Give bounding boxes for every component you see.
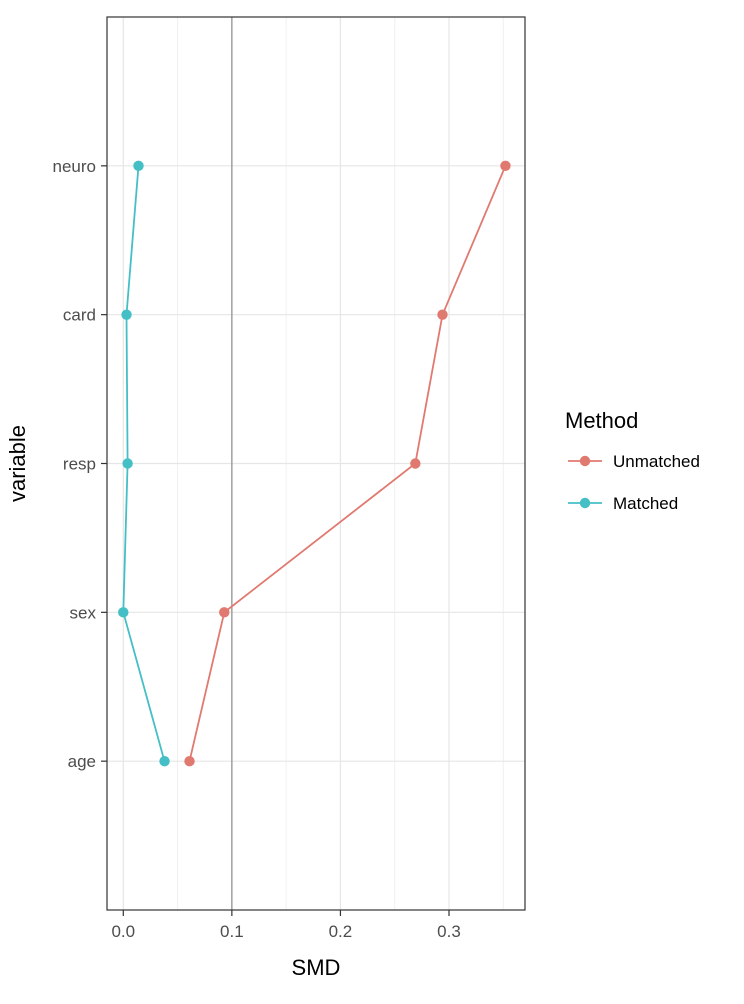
x-tick-label: 0.1 [220,922,244,941]
legend-label-unmatched: Unmatched [613,452,700,471]
legend-title: Method [565,408,638,433]
y-tick-label: resp [63,455,96,474]
data-point-unmatched-age [184,755,195,767]
y-tick-label: age [68,752,96,771]
legend-key-point-unmatched [579,455,591,467]
data-point-unmatched-resp [410,458,421,469]
legend-label-matched: Matched [613,494,678,513]
major-gridlines [107,17,525,910]
x-axis: 0.0 0.1 0.2 0.3 [111,910,461,941]
data-point-matched-age [159,755,170,767]
data-point-unmatched-neuro [500,160,511,172]
y-tick-label: sex [70,603,97,622]
x-tick-label: 0.2 [329,922,353,941]
data-point-matched-neuro [133,160,144,172]
legend-key-point-matched [579,497,591,509]
x-tick-label: 0.0 [111,922,135,941]
data-point-matched-sex [118,607,129,618]
y-tick-label: neuro [53,157,96,176]
data-point-matched-card [121,309,132,320]
data-point-unmatched-card [437,309,448,320]
data-point-unmatched-sex [219,607,230,618]
legend: Method Unmatched Matched [565,408,700,513]
x-axis-title: SMD [292,955,341,980]
y-axis: age sex resp card neuro [53,157,107,771]
x-tick-label: 0.3 [437,922,461,941]
series-layer [118,160,511,767]
y-tick-label: card [63,306,96,325]
y-axis-title: variable [5,425,30,502]
data-point-matched-resp [122,458,133,469]
